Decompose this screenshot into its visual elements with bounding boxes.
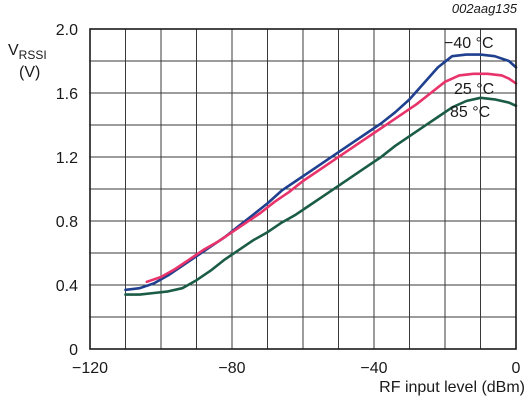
series-line-2 xyxy=(124,96,518,296)
y-tick-label: 1.6 xyxy=(56,86,78,103)
y-axis-label: VRSSI xyxy=(8,42,47,62)
y-tick-label: 2.0 xyxy=(56,22,78,39)
y-tick-label: 0.8 xyxy=(56,214,78,231)
x-tick-label: −120 xyxy=(72,360,108,377)
y-tick-label: 0 xyxy=(69,342,78,359)
grid xyxy=(90,29,516,349)
figure-id: 002aag135 xyxy=(452,1,518,16)
plot-frame xyxy=(89,28,517,350)
x-axis-label: RF input level (dBm) xyxy=(379,379,525,396)
series-line-0 xyxy=(124,53,518,292)
series-label-85: 85 °C xyxy=(450,104,490,121)
x-tick-label: −40 xyxy=(360,360,387,377)
y-tick-label: 1.2 xyxy=(56,150,78,167)
tick-labels: −120 −80 −40 0 0 0.4 0.8 1.2 1.6 2.0 xyxy=(56,22,521,377)
series-line-1 xyxy=(145,72,518,284)
x-tick-label: −80 xyxy=(218,360,245,377)
y-axis-label-main: V xyxy=(8,42,19,59)
series-label-minus40: −40 °C xyxy=(444,35,494,52)
y-axis-label-sub: RSSI xyxy=(19,48,47,62)
y-tick-label: 0.4 xyxy=(56,278,78,295)
series-label-25: 25 °C xyxy=(454,81,494,98)
series-layer xyxy=(124,53,518,296)
y-axis-unit: (V) xyxy=(19,64,40,81)
x-tick-label: 0 xyxy=(512,360,521,377)
